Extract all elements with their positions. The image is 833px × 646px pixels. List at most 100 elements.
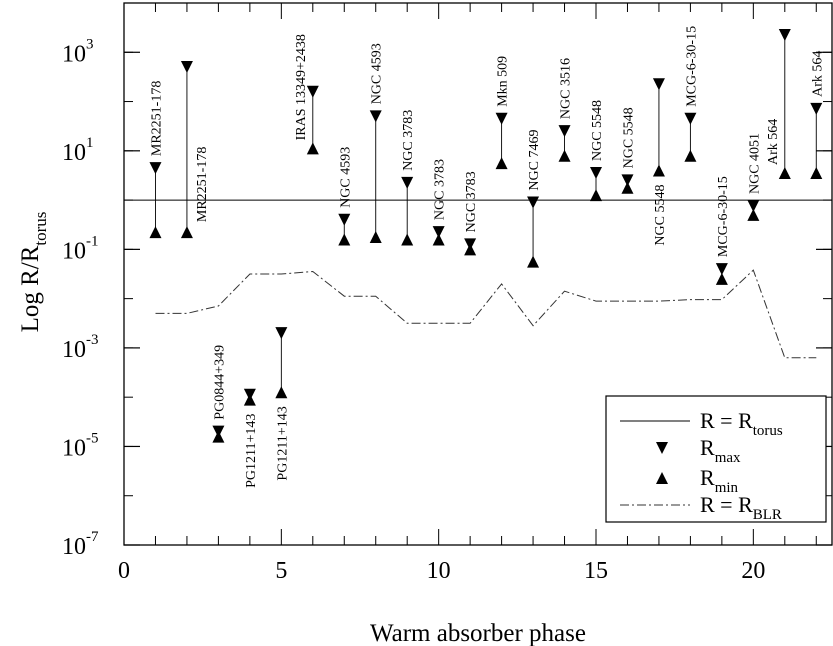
point-label: PG0844+349: [212, 345, 227, 420]
y-tick-exponent: -7: [86, 529, 99, 545]
plot-frame: [123, 2, 833, 546]
y-axis-title-sub: torus: [31, 212, 50, 246]
point-label: Ark 564: [810, 51, 825, 97]
point-label: NGC 3783: [433, 159, 448, 220]
point-label: NGC 4593: [338, 147, 353, 208]
y-tick-label: 10-7: [62, 529, 99, 560]
rmin-marker: [432, 233, 445, 246]
rmin-marker: [621, 181, 634, 194]
rmin-marker: [243, 393, 256, 406]
y-tick-exponent: -3: [86, 332, 99, 348]
legend-entry-text: Rmin: [700, 465, 739, 496]
rmin-marker: [558, 149, 571, 162]
rmin-marker: [306, 142, 319, 155]
rmax-marker: [401, 176, 414, 189]
rmin-marker: [715, 272, 728, 285]
rmin-marker: [684, 149, 697, 162]
legend-entry-text: R = Rtorus: [700, 408, 783, 439]
point-label: NGC 4593: [370, 43, 385, 104]
rmax-marker: [715, 263, 728, 276]
y-tick-base: 10: [62, 534, 86, 560]
rmax-marker: [747, 200, 760, 213]
point-label: Ark 564: [766, 119, 781, 165]
rmax-marker: [652, 78, 665, 91]
rmax-marker: [810, 102, 823, 115]
blr-line: [155, 269, 817, 359]
y-tick-base: 10: [62, 337, 86, 363]
rmin-marker: [180, 226, 193, 239]
rmin-marker: [369, 231, 382, 244]
x-tick-label: 20: [741, 558, 765, 584]
legend-entry-base: R: [700, 465, 715, 490]
point-label: Mkn 509: [496, 56, 511, 107]
rmax-marker: [275, 327, 288, 340]
rmin-marker: [495, 157, 508, 170]
rmax-marker: [527, 196, 540, 209]
legend-marker-min: [656, 472, 668, 484]
legend-entry-sub: torus: [753, 423, 783, 439]
point-label: NGC 3783: [401, 110, 416, 171]
point-label: NGC 3516: [559, 58, 574, 119]
rmax-marker: [621, 174, 634, 187]
y-tick-label: 10-5: [62, 430, 99, 461]
rmin-marker: [401, 233, 414, 246]
rmax-marker: [306, 85, 319, 98]
rmin-marker: [747, 208, 760, 221]
rmin-marker: [464, 243, 477, 256]
y-tick-base: 10: [62, 238, 86, 264]
x-tick-label: 15: [584, 558, 608, 584]
y-tick-exponent: -5: [86, 430, 99, 446]
y-tick-exponent: -1: [86, 233, 99, 249]
point-label: NGC 5548: [622, 107, 637, 168]
legend-entry-sub: min: [715, 480, 739, 496]
rmax-marker: [369, 110, 382, 123]
rmax-marker: [684, 112, 697, 125]
point-labels: MR2251-178 MR2251-178 PG0844+349 PG1211+143…: [150, 26, 826, 488]
rmin-marker: [810, 166, 823, 179]
rmax-marker: [495, 112, 508, 125]
rmax-marker: [432, 226, 445, 239]
rmax-marker: [558, 125, 571, 138]
legend-box: [605, 395, 827, 523]
rmax-marker: [778, 29, 791, 42]
point-label: NGC 7469: [527, 130, 542, 191]
point-label: PG1211+143: [275, 406, 290, 480]
rmax-marker: [180, 61, 193, 74]
y-axis-title: Log R/Rtorus: [17, 212, 50, 333]
legend-entry-base: R: [700, 435, 715, 460]
y-axis-title-base: Log R/R: [17, 245, 44, 332]
legend-entry-base: R = R: [700, 408, 753, 433]
y-tick-label: 101: [62, 135, 94, 166]
legend-entry-text: R = RBLR: [700, 492, 782, 523]
y-tick-exponent: 3: [86, 36, 94, 52]
legend-entry-sub: max: [715, 450, 741, 466]
point-label: MCG-6-30-15: [716, 176, 731, 257]
rmin-marker: [590, 189, 602, 202]
y-tick-exponent: 1: [86, 135, 94, 151]
point-label: MCG-6-30-15: [684, 26, 699, 107]
x-tick-label: 10: [427, 558, 451, 584]
x-axis-title: Warm absorber phase: [370, 620, 586, 646]
point-label: IRAS 13349+2438: [294, 34, 309, 140]
y-tick-base: 10: [62, 41, 86, 67]
rmin-marker: [212, 430, 225, 443]
y-tick-label: 10-3: [62, 332, 99, 363]
point-label: NGC 5548: [590, 100, 605, 161]
rmin-marker: [527, 255, 540, 268]
point-label: NGC 4051: [747, 133, 762, 194]
y-tick-base: 10: [62, 435, 86, 461]
legend-entry-text: Rmax: [700, 435, 741, 466]
y-tick-base: 10: [62, 140, 86, 166]
plot-area: [124, 29, 832, 443]
point-label: NGC 5548: [653, 185, 668, 246]
x-tick-label: 5: [275, 558, 287, 584]
rmin-marker: [778, 166, 791, 179]
point-label: NGC 3783: [464, 171, 479, 232]
legend-entry-sub: BLR: [753, 507, 782, 523]
y-tick-label: 10-1: [62, 233, 99, 264]
rmin-marker: [275, 386, 288, 399]
rmin-marker: [149, 226, 162, 239]
